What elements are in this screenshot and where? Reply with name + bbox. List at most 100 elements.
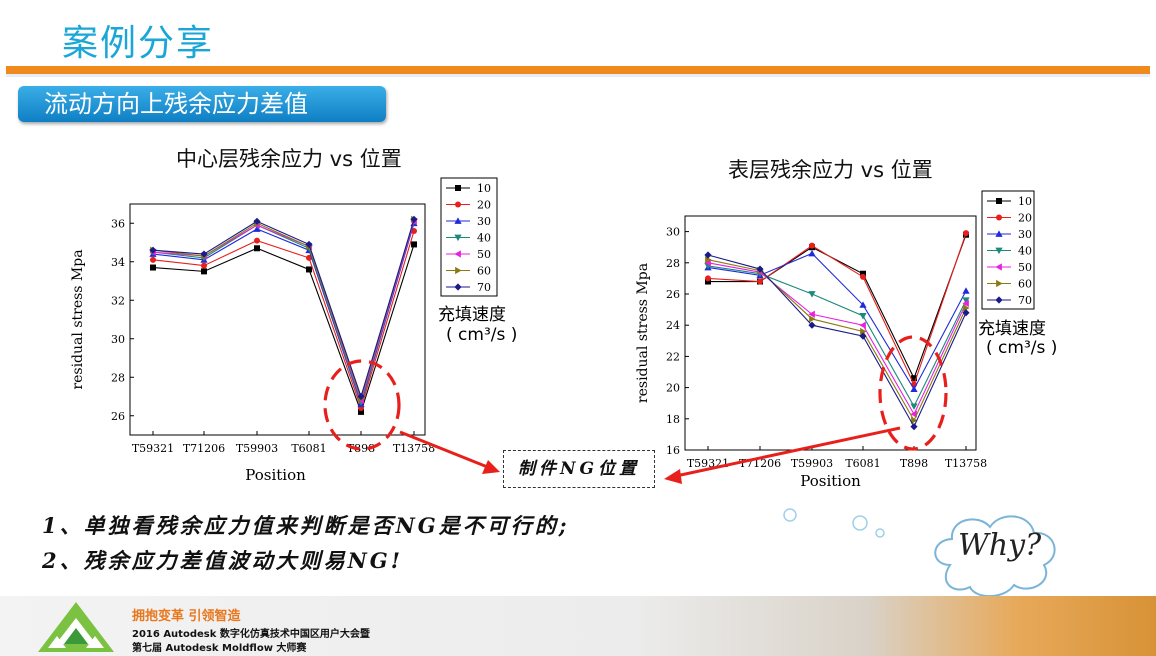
left-data-point — [411, 241, 417, 248]
right-x-tick-label: T6081 — [845, 457, 880, 470]
right-data-point — [808, 321, 816, 329]
left-x-axis-label: Position — [245, 466, 306, 484]
left-series-line-40 — [152, 221, 415, 405]
right-legend-marker — [995, 263, 1002, 271]
left-series-line-10 — [152, 244, 415, 414]
right-y-tick-label: 18 — [666, 413, 680, 426]
right-data-point — [705, 275, 711, 282]
right-data-point — [910, 403, 918, 410]
left-data-point — [201, 262, 207, 269]
left-data-point — [306, 254, 312, 261]
left-legend-marker — [454, 217, 462, 224]
left-data-point — [150, 264, 156, 271]
right-data-point — [704, 259, 711, 267]
right-y-tick-label: 30 — [666, 226, 680, 239]
right-data-point — [859, 312, 867, 320]
header-divider-shadow — [6, 74, 1150, 77]
left-legend-marker — [454, 234, 462, 242]
left-series-line-70 — [152, 219, 415, 399]
right-ng-arrowhead — [664, 469, 682, 484]
left-y-axis-label: residual stress Mpa — [70, 249, 86, 389]
left-data-point — [149, 248, 156, 256]
left-data-point — [410, 218, 418, 225]
right-x-tick-label: T59321 — [687, 457, 729, 470]
right-x-tick-label: T13758 — [945, 457, 987, 470]
right-legend-label: 20 — [1018, 212, 1032, 225]
left-data-point — [254, 237, 260, 244]
right-series-line-50 — [707, 262, 967, 416]
right-series-line-10 — [708, 234, 967, 380]
left-legend-marker — [455, 266, 462, 275]
right-legend-label: 70 — [1018, 294, 1032, 307]
right-series-line-70 — [707, 254, 967, 428]
left-legend-label: 70 — [477, 281, 491, 294]
left-legend-marker — [455, 185, 461, 191]
right-plot-frame — [684, 215, 977, 451]
right-data-point — [808, 291, 816, 298]
right-data-point — [859, 332, 867, 340]
right-x-axis-label: Position — [800, 472, 861, 490]
right-data-point — [704, 263, 712, 271]
left-data-point — [410, 217, 417, 225]
right-data-point — [705, 256, 712, 264]
left-data-point — [357, 399, 365, 406]
left-x-tick-label: T6081 — [291, 442, 326, 455]
right-data-point — [808, 249, 816, 257]
footer-slogan: 拥抱变革 引领智造 — [132, 609, 241, 624]
left-data-point — [253, 225, 261, 232]
right-legend-label: 50 — [1018, 261, 1032, 274]
thought-cloud-icon — [934, 515, 1056, 598]
left-ng-highlight-ellipse — [323, 359, 401, 451]
right-data-point — [757, 267, 764, 275]
left-legend-label: 40 — [477, 232, 491, 245]
left-data-point — [253, 222, 261, 229]
right-data-point — [963, 231, 969, 238]
left-legend — [440, 177, 498, 297]
left-data-point — [149, 249, 157, 256]
right-data-point — [962, 287, 970, 294]
right-data-point — [962, 297, 970, 304]
right-y-tick-label: 20 — [666, 382, 680, 395]
right-series-line-40 — [707, 265, 967, 408]
left-x-tick-label: T71206 — [183, 442, 225, 455]
left-y-tick-label: 26 — [111, 410, 125, 423]
right-data-point — [756, 268, 763, 276]
right-legend-label: 40 — [1018, 245, 1032, 258]
left-legend-label: 60 — [477, 265, 491, 278]
right-y-axis-label: residual stress Mpa — [635, 263, 651, 403]
right-data-point — [963, 230, 969, 237]
right-data-point — [859, 321, 866, 329]
left-legend-label: 50 — [477, 248, 491, 261]
footer-band — [0, 596, 1156, 656]
right-legend-marker — [995, 296, 1003, 304]
autodesk-triangle-logo — [38, 602, 114, 652]
left-data-point — [150, 256, 156, 263]
right-data-point — [704, 263, 712, 270]
right-legend-label: 60 — [1018, 278, 1032, 291]
why-text: Why? — [958, 528, 1042, 563]
bubble-icons — [783, 508, 885, 538]
right-legend — [981, 190, 1035, 310]
left-legend-marker — [455, 201, 461, 208]
right-legend-label: 10 — [1018, 195, 1032, 208]
right-legend-label: 30 — [1018, 228, 1032, 241]
left-series-line-50 — [152, 221, 415, 403]
left-legend-marker — [454, 283, 462, 291]
left-data-point — [200, 255, 208, 262]
left-data-point — [200, 252, 207, 260]
left-data-point — [305, 240, 313, 249]
right-y-tick-label: 26 — [666, 288, 680, 301]
right-y-tick-label: 24 — [666, 319, 680, 332]
right-data-point — [808, 310, 815, 318]
right-chart-plot: 16 18 20 22 24 26 28 30 T59321 T71206 T59903 T6081 T… — [635, 190, 1035, 490]
left-x-tick-label: T59903 — [236, 442, 278, 455]
right-legend-marker — [996, 198, 1002, 204]
right-legend-marker — [995, 230, 1003, 237]
left-data-point — [254, 245, 260, 252]
subtitle-banner: 流动方向上残余应力差值 — [18, 86, 386, 122]
ng-position-box: 制件NG位置 — [503, 450, 655, 488]
slide-title: 案例分享 — [62, 23, 215, 64]
right-data-point — [860, 327, 867, 336]
left-x-tick-label: T59321 — [132, 442, 174, 455]
right-y-tick-label: 28 — [666, 257, 680, 270]
